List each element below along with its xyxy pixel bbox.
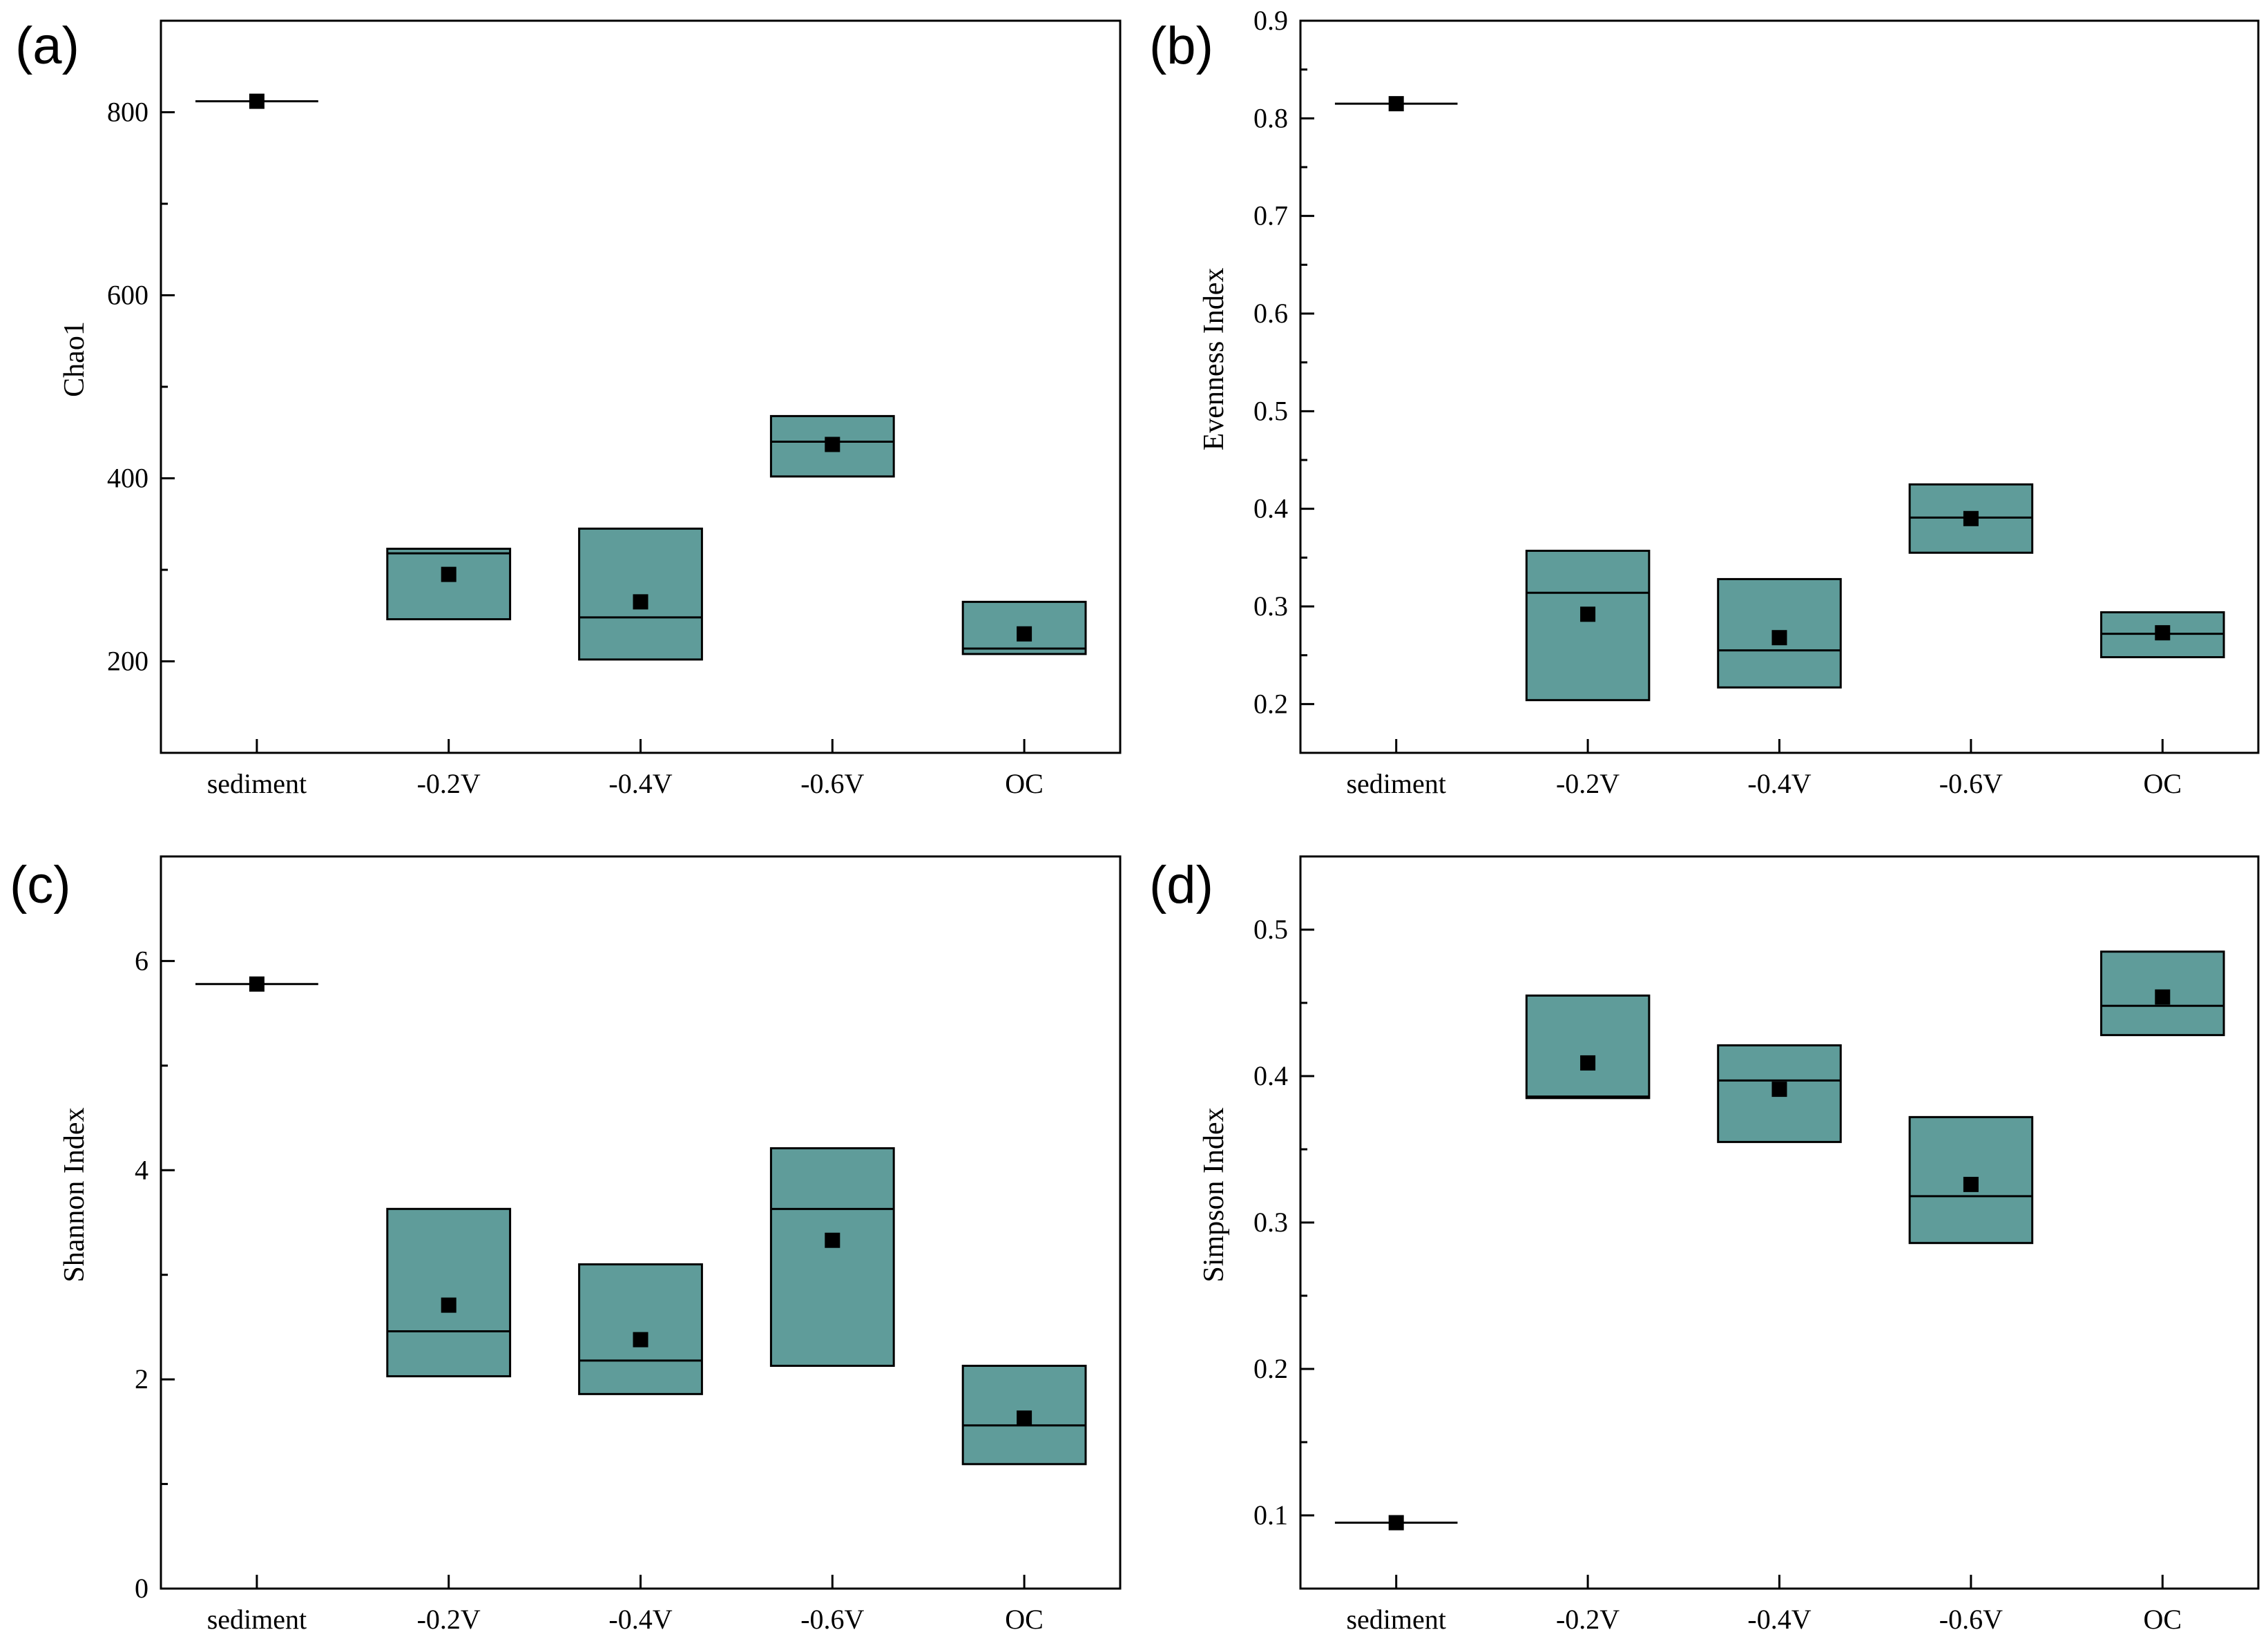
mean-marker — [249, 93, 265, 109]
panel-b: (b) 0.2 0.3 0.4 0.5 0.6 0.7 0.8 0.9 Evenness Inde… — [1149, 5, 2260, 799]
y-tick-label: 0.1 — [1253, 1499, 1288, 1531]
mean-marker — [825, 1232, 840, 1248]
panel-label: (a) — [15, 17, 79, 75]
y-tick-label: 0.2 — [1253, 688, 1288, 719]
y-tick-label: 0.8 — [1253, 102, 1288, 133]
x-tick-label: OC — [1005, 768, 1044, 799]
mean-marker — [1017, 626, 1032, 642]
mean-marker — [633, 1332, 648, 1348]
panel-label: (d) — [1149, 856, 1213, 914]
y-tick-label: 200 — [107, 646, 148, 677]
mean-marker — [1388, 96, 1404, 112]
y-tick-label: 0.3 — [1253, 1207, 1288, 1238]
x-tick-label: -0.6V — [1939, 768, 2003, 799]
y-tick-label: 0.9 — [1253, 5, 1288, 36]
x-tick-label: -0.4V — [608, 768, 672, 799]
y-tick-label: 800 — [107, 97, 148, 128]
panel-c: (c) 0 2 4 6 Shannon Index sediment -0.2V -0.4V -0… — [10, 855, 1122, 1635]
x-tick-label: sediment — [207, 1604, 307, 1635]
y-tick-label: 0.2 — [1253, 1353, 1288, 1384]
mean-marker — [633, 594, 648, 610]
panel-label: (c) — [10, 856, 71, 914]
box — [769, 1147, 895, 1367]
x-tick-label: -0.2V — [1556, 768, 1620, 799]
x-tick-label: OC — [1005, 1604, 1044, 1635]
mean-marker — [825, 437, 840, 452]
x-tick-label: -0.2V — [417, 768, 481, 799]
box — [386, 548, 512, 621]
y-tick-label: 0.4 — [1253, 493, 1288, 524]
mean-marker — [1388, 1515, 1404, 1531]
x-tick-label: -0.4V — [1747, 768, 1811, 799]
x-tick-label: -0.6V — [800, 1604, 864, 1635]
y-axis-title: Evenness Index — [1198, 268, 1230, 451]
box — [1525, 549, 1651, 702]
x-tick-label: OC — [2144, 768, 2182, 799]
mean-marker — [1771, 1082, 1787, 1098]
panel-d: (d) 0.1 0.2 0.3 0.4 0.5 Simpson Index sediment -… — [1149, 855, 2260, 1635]
y-tick-label: 0.6 — [1253, 298, 1288, 329]
x-tick-label: -0.4V — [608, 1604, 672, 1635]
box — [386, 1207, 512, 1378]
mean-marker — [441, 1297, 457, 1313]
y-axis-title: Chao1 — [59, 321, 90, 397]
y-tick-label: 600 — [107, 280, 148, 311]
mean-marker — [1963, 1176, 1979, 1192]
y-tick-label: 4 — [135, 1154, 148, 1185]
y-tick-label: 0.4 — [1253, 1060, 1288, 1091]
box — [578, 1263, 703, 1395]
y-tick-label: 0.3 — [1253, 591, 1288, 622]
mean-marker — [1580, 1055, 1596, 1071]
mean-marker — [441, 566, 457, 582]
x-tick-label: OC — [2144, 1604, 2182, 1635]
mean-marker — [1580, 606, 1596, 622]
panel-a: (a) 200 400 600 800 Chao1 sediment -0.2V -0.4V -0… — [15, 17, 1122, 799]
mean-marker — [1017, 1410, 1032, 1426]
box — [578, 527, 703, 661]
panel-label: (b) — [1149, 17, 1213, 75]
y-tick-label: 0.5 — [1253, 395, 1288, 426]
y-tick-label: 0.5 — [1253, 914, 1288, 945]
x-tick-label: -0.2V — [1556, 1604, 1620, 1635]
plot-frame — [160, 855, 1122, 1590]
y-tick-label: 2 — [135, 1363, 148, 1394]
x-tick-label: sediment — [1346, 1604, 1445, 1635]
mean-marker — [1771, 630, 1787, 646]
y-tick-label: 6 — [135, 945, 148, 976]
x-tick-label: -0.4V — [1747, 1604, 1811, 1635]
y-axis-title: Simpson Index — [1198, 1107, 1230, 1282]
mean-marker — [249, 976, 265, 992]
x-tick-label: -0.6V — [800, 768, 864, 799]
x-tick-label: -0.2V — [417, 1604, 481, 1635]
y-axis-title: Shannon Index — [59, 1107, 90, 1282]
y-tick-label: 0 — [135, 1573, 148, 1604]
mean-marker — [2155, 989, 2171, 1005]
x-tick-label: sediment — [1346, 768, 1445, 799]
mean-marker — [1963, 510, 1979, 526]
x-tick-label: -0.6V — [1939, 1604, 2003, 1635]
mean-marker — [2155, 625, 2171, 641]
x-tick-label: sediment — [207, 768, 307, 799]
y-tick-label: 0.7 — [1253, 200, 1288, 231]
y-tick-label: 400 — [107, 463, 148, 494]
box — [1525, 994, 1651, 1100]
